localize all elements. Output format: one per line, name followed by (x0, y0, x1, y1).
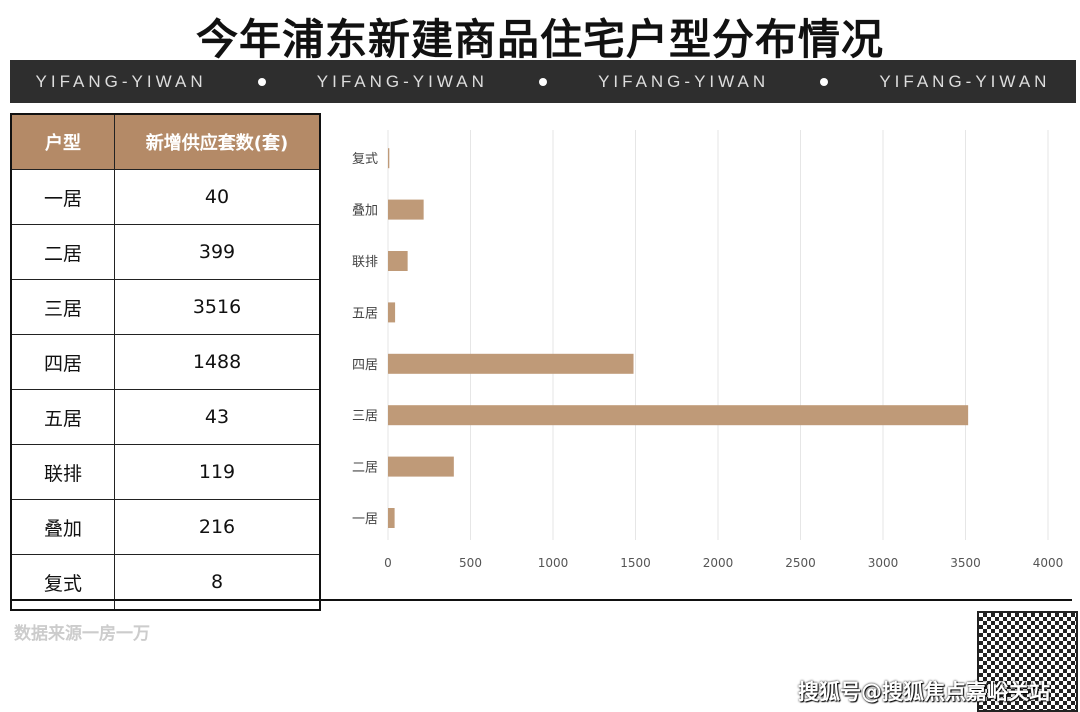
table-row: 五居 43 (10, 389, 321, 445)
supply-count: 3516 (114, 279, 321, 335)
unit-type: 五居 (10, 389, 115, 445)
y-tick-label: 五居 (352, 306, 378, 321)
bar (388, 456, 454, 477)
unit-type: 四居 (10, 334, 115, 390)
x-tick-label: 1000 (538, 556, 569, 570)
unit-type: 一居 (10, 169, 115, 225)
unit-type: 复式 (10, 554, 115, 611)
table-row: 复式 8 (10, 554, 321, 611)
x-tick-label: 3500 (950, 556, 981, 570)
watermark: 搜狐号@搜狐焦点嘉峪关站 (798, 680, 1050, 704)
brand-band: YIFANG-YIWAN YIFANG-YIWAN YIFANG-YIWAN Y… (10, 60, 1076, 103)
column-header: 新增供应套数(套) (114, 113, 321, 170)
brand-text: YIFANG-YIWAN (598, 71, 770, 91)
unit-type: 联排 (10, 444, 115, 500)
dot-icon (257, 77, 266, 86)
bar (388, 405, 969, 426)
brand-text: YIFANG-YIWAN (316, 71, 488, 91)
y-tick-label: 叠加 (352, 204, 378, 219)
dot-icon (820, 77, 829, 86)
table-row: 三居 3516 (10, 279, 321, 335)
bar (388, 148, 390, 169)
x-tick-label: 2000 (703, 556, 734, 570)
table-row: 四居 1488 (10, 334, 321, 390)
unit-type: 三居 (10, 279, 115, 335)
table-row: 联排 119 (10, 444, 321, 500)
supply-count: 216 (114, 499, 321, 555)
supply-count: 399 (114, 224, 321, 280)
unit-type: 叠加 (10, 499, 115, 555)
bar (388, 302, 396, 323)
brand-text: YIFANG-YIWAN (879, 71, 1051, 91)
dot-icon (538, 77, 547, 86)
y-tick-label: 联排 (352, 255, 378, 270)
brand-text: YIFANG-YIWAN (35, 71, 207, 91)
bar (388, 251, 408, 271)
source-note: 数据来源一房一万 (14, 624, 150, 644)
x-tick-label: 500 (459, 556, 482, 570)
column-header: 户型 (10, 113, 115, 170)
x-tick-label: 3000 (868, 556, 899, 570)
table-row: 叠加 216 (10, 499, 321, 555)
data-table: 户型 新增供应套数(套) 一居 40 二居 399 三居 3516 四居 1488 五居 43 联排 11… (10, 113, 321, 611)
table-row: 一居 40 (10, 169, 321, 225)
divider (10, 599, 1072, 601)
x-tick-label: 0 (384, 556, 392, 570)
bar (388, 508, 395, 528)
supply-count: 119 (114, 444, 321, 500)
x-tick-label: 4000 (1033, 556, 1064, 570)
x-tick-label: 2500 (785, 556, 816, 570)
y-tick-label: 一居 (352, 512, 378, 527)
page-title: 今年浦东新建商品住宅户型分布情况 (195, 15, 884, 64)
bar (388, 199, 424, 220)
supply-count: 1488 (114, 334, 321, 390)
y-tick-label: 三居 (352, 409, 378, 424)
y-tick-label: 四居 (352, 358, 378, 373)
table-row: 二居 399 (10, 224, 321, 280)
supply-count: 40 (114, 169, 321, 225)
unit-type: 二居 (10, 224, 115, 280)
supply-count: 8 (114, 554, 321, 611)
x-tick-label: 1500 (620, 556, 651, 570)
supply-count: 43 (114, 389, 321, 445)
bar (388, 353, 634, 374)
bar-chart: 0 500 1000 1500 2000 2500 3000 3500 4000 一居 二居 三居 四居… (352, 130, 1064, 570)
y-tick-label: 二居 (352, 461, 378, 476)
y-tick-label: 复式 (352, 152, 378, 167)
